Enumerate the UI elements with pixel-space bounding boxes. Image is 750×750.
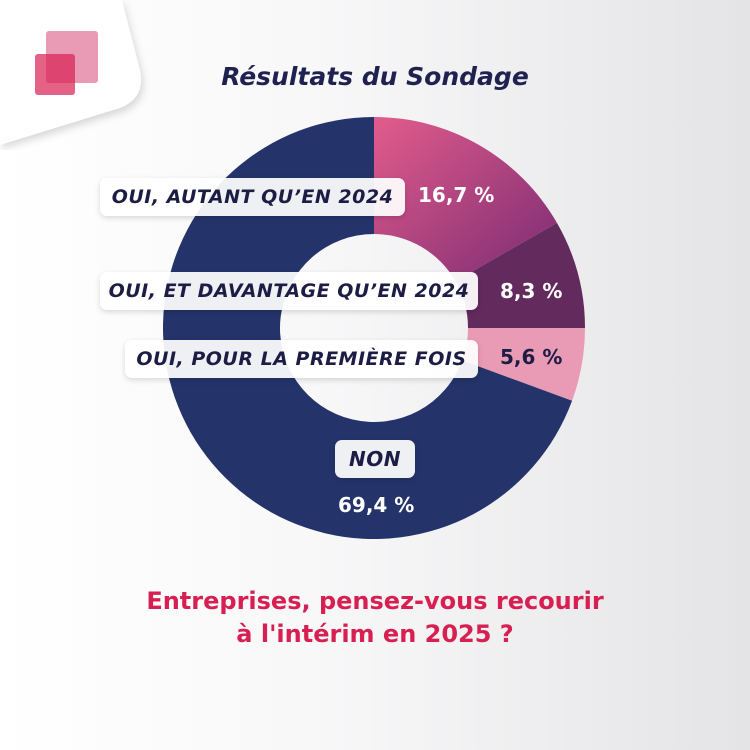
slice-value-autant: 16,7 % xyxy=(418,183,495,207)
question-line-2: à l'intérim en 2025 ? xyxy=(236,620,514,648)
slice-label-davantage: OUI, ET DAVANTAGE QU’EN 2024 xyxy=(100,272,478,310)
chart-title: Résultats du Sondage xyxy=(221,62,529,91)
slice-value-non: 69,4 % xyxy=(338,493,415,517)
corner-logo-panel xyxy=(0,0,142,145)
slice-value-davantage: 8,3 % xyxy=(500,279,563,303)
slice-value-premiere: 5,6 % xyxy=(500,345,563,369)
donut-slice-non xyxy=(163,117,573,539)
survey-question: Entreprises, pensez-vous recourir à l'in… xyxy=(0,585,750,651)
donut-slice-autant xyxy=(374,117,557,282)
slice-label-autant: OUI, AUTANT QU’EN 2024 xyxy=(100,178,405,216)
question-line-1: Entreprises, pensez-vous recourir xyxy=(146,587,604,615)
logo-icon xyxy=(35,31,98,95)
donut-slice-premiere xyxy=(462,328,585,401)
slice-label-premiere: OUI, POUR LA PREMIÈRE FOIS xyxy=(125,340,478,378)
donut-slice-davantage xyxy=(455,222,585,328)
slice-label-non: NON xyxy=(335,440,415,478)
